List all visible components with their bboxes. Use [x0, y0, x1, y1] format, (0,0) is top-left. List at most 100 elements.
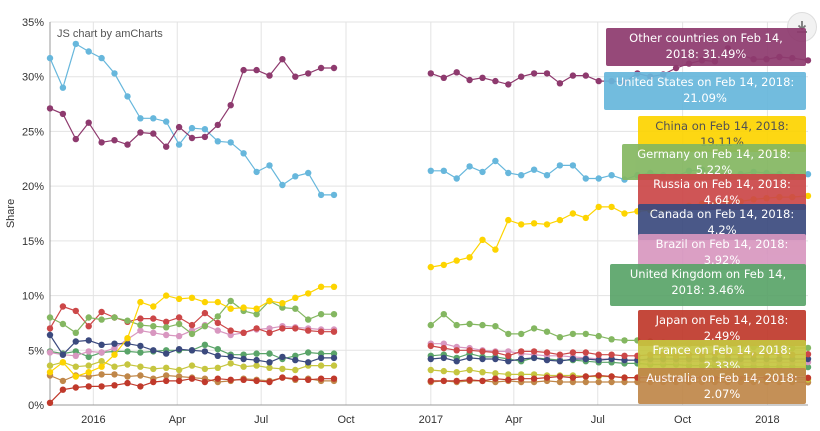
data-point-russia[interactable] — [201, 309, 209, 317]
data-point-united-kingdom[interactable] — [85, 353, 92, 361]
data-point-united-states[interactable] — [543, 172, 551, 179]
data-point-united-states[interactable] — [518, 172, 525, 179]
data-point-china[interactable] — [163, 292, 170, 299]
data-point-united-states[interactable] — [804, 171, 812, 178]
data-point-other-countries[interactable] — [440, 74, 447, 82]
data-point-china[interactable] — [111, 351, 118, 358]
data-point-germany[interactable] — [530, 325, 538, 332]
data-point-germany[interactable] — [59, 320, 67, 328]
data-point-united-states[interactable] — [530, 166, 538, 173]
data-point-united-states[interactable] — [188, 124, 196, 132]
data-point-france[interactable] — [240, 363, 247, 370]
data-point-japan[interactable] — [595, 372, 602, 379]
data-point-united-kingdom[interactable] — [201, 341, 209, 348]
data-point-germany[interactable] — [608, 336, 615, 343]
data-point-germany[interactable] — [543, 328, 551, 335]
data-point-france[interactable] — [479, 369, 486, 376]
data-point-other-countries[interactable] — [582, 72, 589, 79]
data-point-russia[interactable] — [804, 351, 812, 358]
data-point-china[interactable] — [621, 210, 628, 217]
data-point-canada[interactable] — [330, 354, 338, 362]
data-point-canada[interactable] — [440, 354, 447, 362]
data-point-france[interactable] — [124, 361, 131, 368]
data-point-united-states[interactable] — [227, 139, 234, 146]
data-point-canada[interactable] — [556, 358, 564, 365]
data-point-japan[interactable] — [427, 377, 434, 385]
data-point-china[interactable] — [59, 359, 67, 366]
data-point-united-states[interactable] — [201, 126, 209, 133]
data-point-united-states[interactable] — [492, 157, 499, 165]
data-point-china[interactable] — [518, 221, 525, 228]
data-point-france[interactable] — [72, 363, 80, 370]
data-point-other-countries[interactable] — [46, 105, 54, 112]
data-point-australia[interactable] — [556, 378, 564, 386]
data-point-brazil[interactable] — [214, 327, 221, 334]
data-point-united-states[interactable] — [163, 118, 170, 125]
data-point-russia[interactable] — [543, 349, 551, 356]
data-point-france[interactable] — [292, 366, 299, 374]
data-point-australia[interactable] — [621, 378, 628, 386]
data-point-united-states[interactable] — [453, 175, 460, 182]
data-point-other-countries[interactable] — [479, 74, 486, 82]
data-point-other-countries[interactable] — [253, 66, 260, 74]
data-point-japan[interactable] — [266, 378, 273, 386]
data-point-united-kingdom[interactable] — [266, 350, 273, 357]
data-point-china[interactable] — [505, 216, 512, 224]
data-point-china[interactable] — [453, 257, 460, 264]
data-point-france[interactable] — [505, 371, 512, 378]
data-point-united-states[interactable] — [46, 54, 54, 62]
data-point-united-states[interactable] — [569, 162, 577, 169]
data-point-russia[interactable] — [453, 347, 460, 354]
data-point-germany[interactable] — [479, 321, 486, 329]
data-point-other-countries[interactable] — [240, 66, 247, 74]
data-point-other-countries[interactable] — [569, 72, 577, 79]
data-point-france[interactable] — [98, 358, 105, 365]
data-point-germany[interactable] — [279, 304, 286, 311]
data-point-australia[interactable] — [608, 378, 615, 386]
data-point-germany[interactable] — [188, 330, 196, 338]
data-point-other-countries[interactable] — [150, 130, 157, 137]
data-point-japan[interactable] — [556, 373, 564, 380]
data-point-canada[interactable] — [188, 347, 196, 354]
data-point-other-countries[interactable] — [227, 102, 234, 109]
data-point-other-countries[interactable] — [305, 70, 312, 77]
data-point-russia[interactable] — [279, 325, 286, 332]
data-point-canada[interactable] — [518, 355, 525, 363]
data-point-brazil[interactable] — [505, 348, 512, 355]
data-point-united-states[interactable] — [466, 163, 473, 170]
data-point-other-countries[interactable] — [556, 80, 564, 87]
data-point-canada[interactable] — [240, 355, 247, 363]
data-point-brazil[interactable] — [163, 331, 170, 339]
data-point-russia[interactable] — [492, 349, 499, 356]
data-point-russia[interactable] — [240, 329, 247, 336]
data-point-russia[interactable] — [556, 351, 564, 358]
data-point-united-states[interactable] — [427, 167, 434, 174]
data-point-other-countries[interactable] — [466, 76, 473, 84]
data-point-germany[interactable] — [804, 344, 812, 352]
data-point-australia[interactable] — [59, 377, 67, 385]
data-point-japan[interactable] — [479, 377, 486, 385]
data-point-australia[interactable] — [595, 378, 602, 386]
data-point-china[interactable] — [569, 210, 577, 217]
data-point-china[interactable] — [595, 203, 602, 211]
data-point-japan[interactable] — [305, 376, 312, 383]
data-point-france[interactable] — [227, 360, 234, 367]
data-point-russia[interactable] — [137, 315, 144, 322]
data-point-china[interactable] — [150, 303, 157, 310]
data-point-germany[interactable] — [453, 321, 460, 329]
data-point-germany[interactable] — [621, 337, 628, 344]
data-point-japan[interactable] — [530, 375, 538, 382]
data-point-japan[interactable] — [253, 377, 260, 385]
data-point-japan[interactable] — [330, 375, 338, 382]
data-point-other-countries[interactable] — [201, 133, 209, 141]
data-point-germany[interactable] — [556, 334, 564, 341]
data-point-other-countries[interactable] — [543, 70, 551, 77]
data-point-japan[interactable] — [440, 377, 447, 385]
data-point-other-countries[interactable] — [530, 70, 538, 77]
data-point-japan[interactable] — [492, 375, 499, 382]
data-point-germany[interactable] — [595, 332, 602, 340]
data-point-canada[interactable] — [201, 348, 209, 355]
data-point-germany[interactable] — [440, 311, 447, 318]
data-point-france[interactable] — [46, 362, 54, 369]
data-point-france[interactable] — [214, 364, 221, 371]
